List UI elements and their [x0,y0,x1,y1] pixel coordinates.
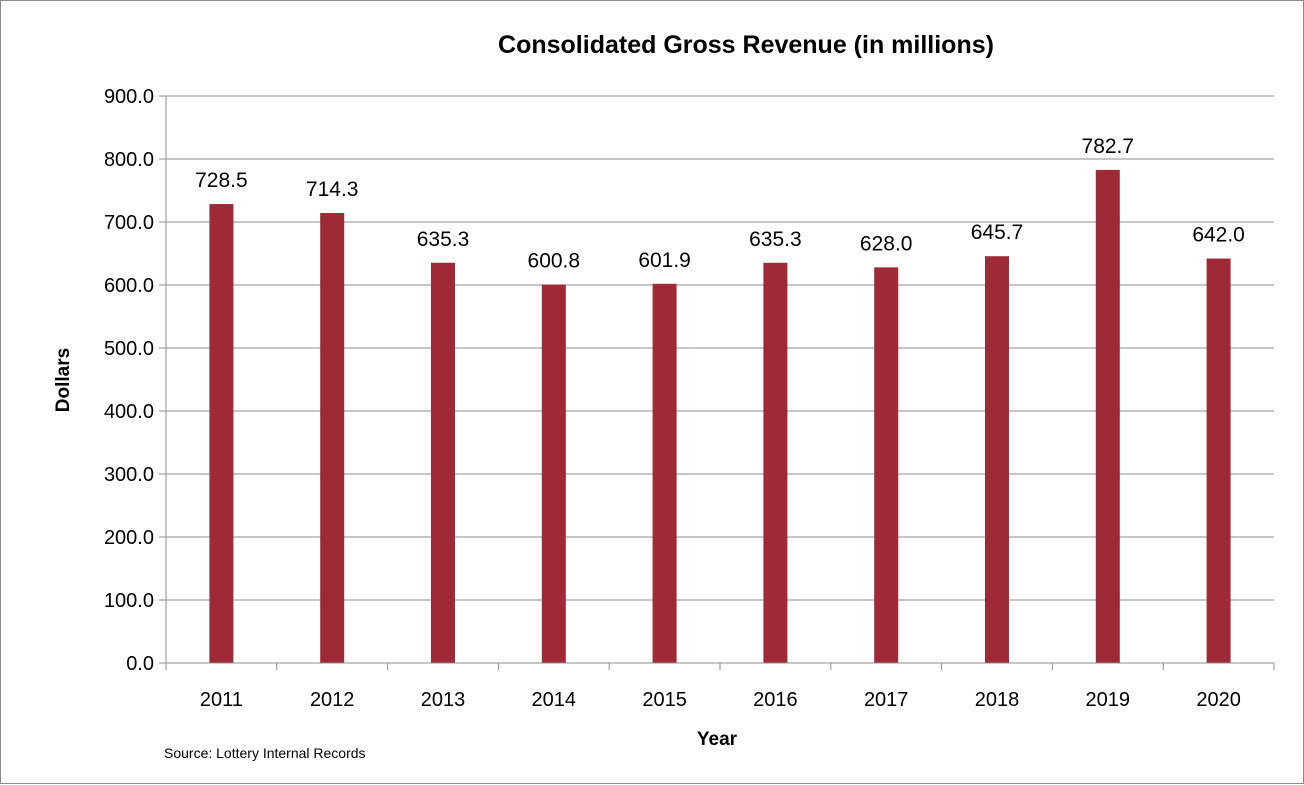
x-tick-label-2011: 2011 [200,689,243,711]
y-axis-title: Dollars [53,348,74,412]
data-label-2013: 635.3 [417,228,470,251]
x-tick-label-2020: 2020 [1196,689,1241,711]
data-label-2016: 635.3 [749,228,802,251]
bar-2014 [541,284,566,663]
data-label-2011: 728.5 [195,169,248,192]
data-label-2020: 642.0 [1192,224,1245,247]
source-note: Source: Lottery Internal Records [164,745,366,761]
x-tick-label-2018: 2018 [975,689,1020,711]
x-tick-label-2017: 2017 [864,689,909,711]
bar-2016 [763,262,788,663]
y-tick-labels: 0.0 100.0 200.0 300.0 400.0 500.0 600.0 700.0 80… [104,86,154,675]
bar-2015 [652,283,677,663]
x-axis-title: Year [697,729,738,750]
gridlines [166,95,1274,601]
x-tick-label-2016: 2016 [753,689,798,711]
data-labels: 728.5 714.3 635.3 600.8 601.9 635.3 628.0 645.7… [195,135,1245,273]
y-tick-label: 500.0 [104,338,154,360]
x-tick-label-2019: 2019 [1086,689,1131,711]
y-tick-label: 800.0 [104,149,154,171]
data-label-2014: 600.8 [528,249,581,272]
bar-2012 [320,212,345,663]
x-tick-labels: 2011 2012 2013 2014 2015 2016 2017 2018 2019 2020 [200,689,1241,711]
y-tick-label: 100.0 [104,590,154,612]
y-tick-label: 400.0 [104,401,154,423]
axes [159,95,1275,670]
x-tick-label-2014: 2014 [532,689,577,711]
y-tick-label: 200.0 [104,527,154,549]
bar-2011 [209,204,234,664]
y-tick-label: 300.0 [104,464,154,486]
bar-2013 [431,262,455,663]
data-label-2012: 714.3 [306,178,359,201]
data-label-2018: 645.7 [971,221,1024,244]
bar-2019 [1095,169,1120,664]
x-tick-label-2013: 2013 [421,689,466,711]
x-tick-label-2015: 2015 [642,689,687,711]
bar-2020 [1206,258,1231,663]
data-label-2015: 601.9 [638,249,691,272]
bars [209,169,1231,664]
y-tick-label: 600.0 [104,275,154,297]
bar-2018 [985,256,1009,663]
y-tick-label: 0.0 [126,653,154,675]
data-label-2017: 628.0 [860,232,913,255]
y-tick-label: 700.0 [104,212,154,234]
bar-2017 [874,267,899,663]
chart-title: Consolidated Gross Revenue (in millions) [498,31,994,59]
y-tick-label: 900.0 [104,86,154,108]
x-tick-label-2012: 2012 [310,689,355,711]
data-label-2019: 782.7 [1082,135,1135,158]
